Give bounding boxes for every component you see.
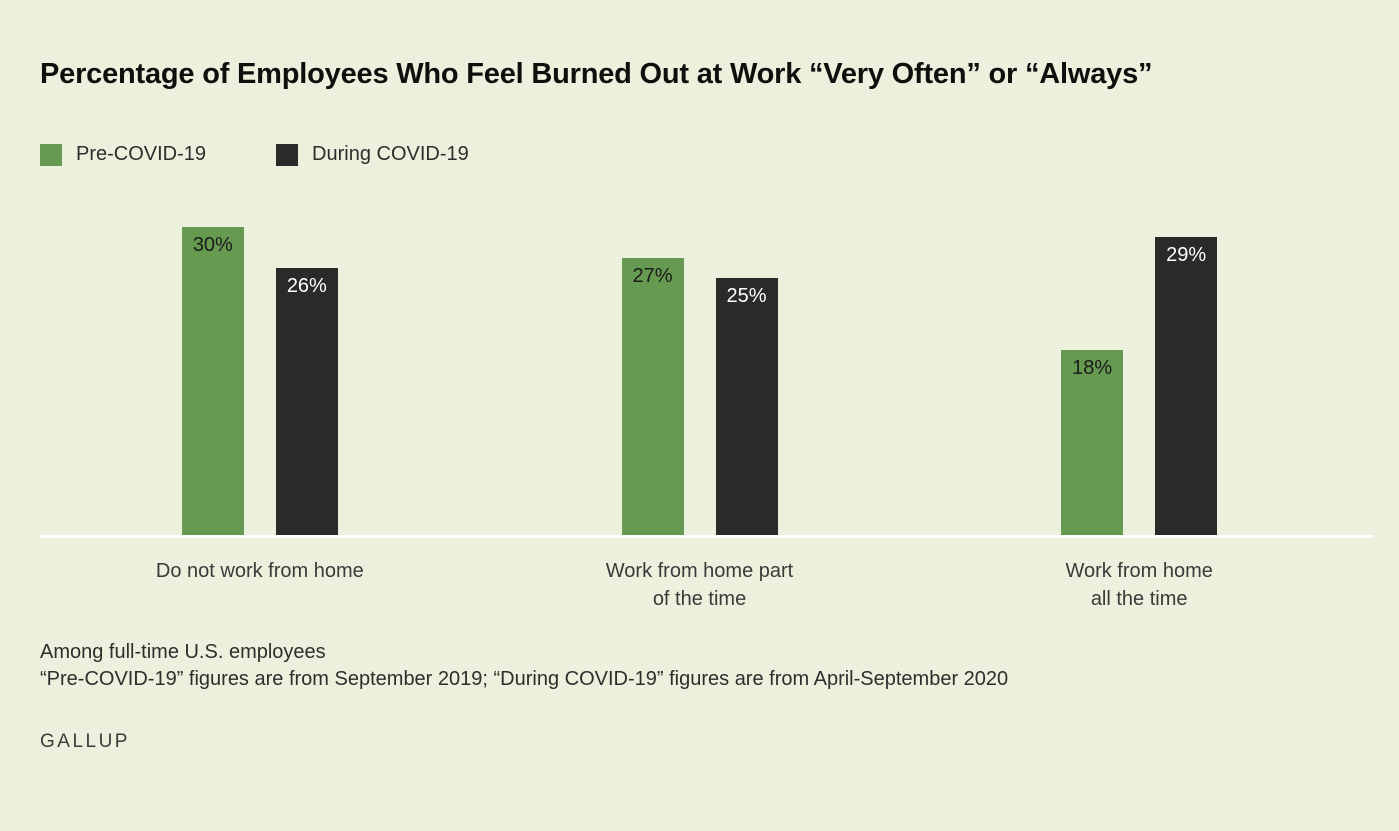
bar-group-work-from-home-part: 27% 25% bbox=[480, 227, 920, 535]
category-labels: Do not work from home Work from home part… bbox=[40, 557, 1359, 613]
bar-pre-covid-19: 30% bbox=[181, 227, 244, 535]
category-label-work-from-home-part: Work from home part of the time bbox=[605, 560, 794, 610]
bar-pre-covid-19: 27% bbox=[621, 257, 684, 535]
bar-during-covid-19: 25% bbox=[715, 278, 778, 535]
bar-group-work-from-home: 18% 29% bbox=[919, 227, 1359, 535]
legend-label-during-covid-19: During COVID-19 bbox=[312, 143, 469, 165]
bar-chart: 30% 26% 27% 25% 18% 29% bbox=[40, 227, 1373, 538]
bar-value-label: 30% bbox=[192, 234, 233, 256]
x-axis-baseline bbox=[40, 535, 1373, 538]
legend-item-during-covid-19: During COVID-19 bbox=[276, 143, 469, 166]
legend: Pre-COVID-19 During COVID-19 bbox=[40, 143, 1359, 166]
bar-during-covid-19: 26% bbox=[275, 268, 338, 535]
footnote-line-2: “Pre-COVID-19” figures are from Septembe… bbox=[40, 668, 1009, 690]
legend-item-pre-covid-19: Pre-COVID-19 bbox=[40, 143, 206, 166]
legend-swatch-pre-covid-19 bbox=[40, 143, 62, 166]
bar-during-covid-19: 29% bbox=[1155, 237, 1218, 535]
bar-groups: 30% 26% 27% 25% 18% 29% bbox=[40, 227, 1359, 535]
bar-value-label: 26% bbox=[286, 275, 327, 298]
bar-value-label: 18% bbox=[1072, 357, 1113, 380]
footnotes: Among full-time U.S. employees “Pre-COVI… bbox=[40, 639, 1359, 693]
source-logo: GALLUP bbox=[40, 731, 130, 752]
category-label-work-from-home: Work from home all the time bbox=[1065, 560, 1213, 610]
bar-value-label: 27% bbox=[632, 264, 673, 287]
burnout-chart-page: Percentage of Employees Who Feel Burned … bbox=[40, 58, 1373, 752]
bar-value-label: 25% bbox=[726, 285, 767, 308]
legend-swatch-during-covid-19 bbox=[276, 143, 299, 166]
category-label-do-not-work-from-home: Do not work from home bbox=[155, 560, 364, 582]
chart-title: Percentage of Employees Who Feel Burned … bbox=[40, 58, 1153, 90]
legend-label-pre-covid-19: Pre-COVID-19 bbox=[76, 143, 207, 165]
footnote-line-1: Among full-time U.S. employees bbox=[40, 641, 326, 663]
bar-value-label: 29% bbox=[1166, 244, 1207, 267]
bar-group-do-not-work-from-home: 30% 26% bbox=[40, 227, 480, 535]
bar-pre-covid-19: 18% bbox=[1061, 350, 1124, 535]
